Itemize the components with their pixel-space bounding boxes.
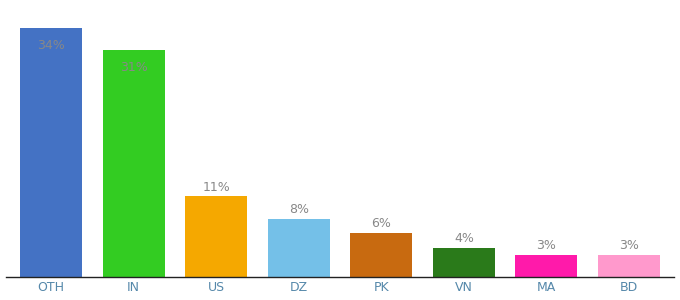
Bar [268, 218, 330, 277]
Text: 31%: 31% [120, 61, 148, 74]
Text: 4%: 4% [454, 232, 474, 245]
Text: 34%: 34% [37, 39, 65, 52]
Bar [515, 255, 577, 277]
Bar [20, 28, 82, 277]
Text: 6%: 6% [371, 217, 391, 230]
Bar [598, 255, 660, 277]
Bar [103, 50, 165, 277]
Text: 8%: 8% [289, 202, 309, 216]
Bar [433, 248, 495, 277]
Bar [350, 233, 412, 277]
Text: 3%: 3% [619, 239, 639, 252]
Text: 3%: 3% [537, 239, 556, 252]
Bar [185, 196, 247, 277]
Text: 11%: 11% [202, 181, 230, 194]
